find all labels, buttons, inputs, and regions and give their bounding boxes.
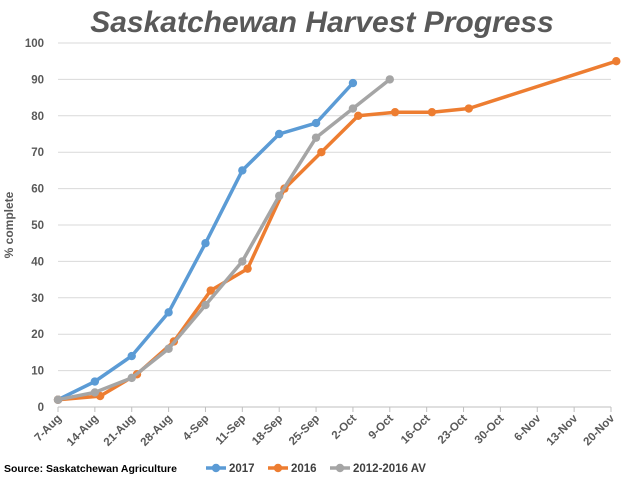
y-tick-label: 10 (31, 366, 44, 378)
x-tick-labels: 7-Aug 14-Aug 21-Aug 28-Aug 4-Sep 11-Sep 18-Sep… (33, 412, 618, 448)
data-point-2017 (275, 129, 284, 139)
data-point-2016 (354, 111, 363, 121)
y-tick-label: 70 (31, 147, 44, 159)
data-point-2017 (311, 118, 321, 128)
data-point-2017 (238, 166, 247, 175)
data-point-2016 (390, 107, 400, 117)
x-tick-label: 30-Oct (473, 413, 507, 447)
data-point-2012-2016-av (127, 373, 136, 383)
gridlines (58, 42, 611, 372)
y-tick-label: 60 (31, 184, 44, 196)
x-tick-label: 14-Aug (65, 413, 101, 449)
y-tick-label: 0 (38, 402, 44, 414)
x-tick-label: 23-Oct (436, 413, 470, 447)
data-point-2016 (464, 104, 473, 113)
y-tick-label: 20 (31, 329, 44, 341)
data-point-2016 (243, 264, 252, 273)
data-point-2017 (201, 239, 210, 248)
data-point-2012-2016-av (90, 388, 100, 397)
x-tick-label: 9-Oct (367, 413, 396, 442)
data-point-2012-2016-av (348, 104, 358, 113)
data-point-2012-2016-av (53, 395, 63, 404)
x-tick-label: 28-Aug (139, 413, 175, 449)
y-axis-label: % complete (2, 191, 16, 258)
y-tick-label: 90 (31, 74, 44, 86)
x-tick-label: 13-Nov (545, 412, 581, 448)
series-lines (53, 57, 621, 404)
x-tick-label: 25-Sep (287, 413, 322, 448)
x-tick-label: 2-Oct (330, 413, 359, 442)
axes (57, 406, 612, 412)
data-point-2017 (127, 351, 136, 361)
legend-label-2017: 2017 (229, 463, 255, 475)
data-point-2012-2016-av (311, 133, 321, 142)
source-note: Source: Saskatchewan Agriculture (4, 463, 177, 475)
data-point-2016 (206, 286, 215, 295)
y-tick-labels: 0 10 20 30 40 50 60 70 80 90 100 (25, 38, 44, 414)
legend-label-2012-2016-av: 2012-2016 AV (353, 463, 426, 475)
x-tick-label: 6-Nov (512, 412, 544, 444)
x-tick-label: 4-Sep (181, 413, 212, 444)
legend-marker-2012-2016-av (335, 463, 345, 473)
legend-marker-2016 (273, 463, 283, 473)
y-tick-label: 100 (25, 38, 44, 50)
series-line-2012-2016-av (56, 77, 392, 402)
data-point-2017 (90, 377, 100, 386)
data-point-2016 (612, 57, 621, 66)
legend: 2017 2016 2012-2016 AV (206, 463, 426, 475)
x-tick-label: 11-Sep (214, 413, 249, 448)
data-point-2012-2016-av (164, 344, 173, 353)
x-tick-label: 7-Aug (33, 413, 65, 445)
x-tick-label: 20-Nov (582, 412, 618, 448)
x-tick-label: 21-Aug (102, 413, 138, 449)
data-point-2012-2016-av (201, 300, 210, 310)
y-tick-label: 40 (31, 256, 44, 268)
chart-title: Saskatchewan Harvest Progress (90, 6, 554, 39)
data-point-2012-2016-av (385, 75, 394, 84)
data-point-2012-2016-av (275, 191, 284, 201)
x-tick-label: 18-Sep (250, 413, 285, 448)
data-point-2012-2016-av (238, 257, 247, 266)
data-point-2016 (317, 148, 326, 157)
data-point-2016 (427, 107, 437, 117)
data-point-2017 (164, 308, 173, 317)
x-tick-label: 16-Oct (399, 413, 433, 447)
y-tick-label: 30 (31, 293, 44, 305)
data-point-2017 (348, 78, 358, 88)
y-tick-label: 80 (31, 111, 44, 123)
legend-label-2016: 2016 (291, 463, 317, 475)
legend-marker-2017 (211, 463, 221, 473)
y-tick-label: 50 (31, 220, 44, 232)
series-line-2016 (56, 59, 619, 402)
